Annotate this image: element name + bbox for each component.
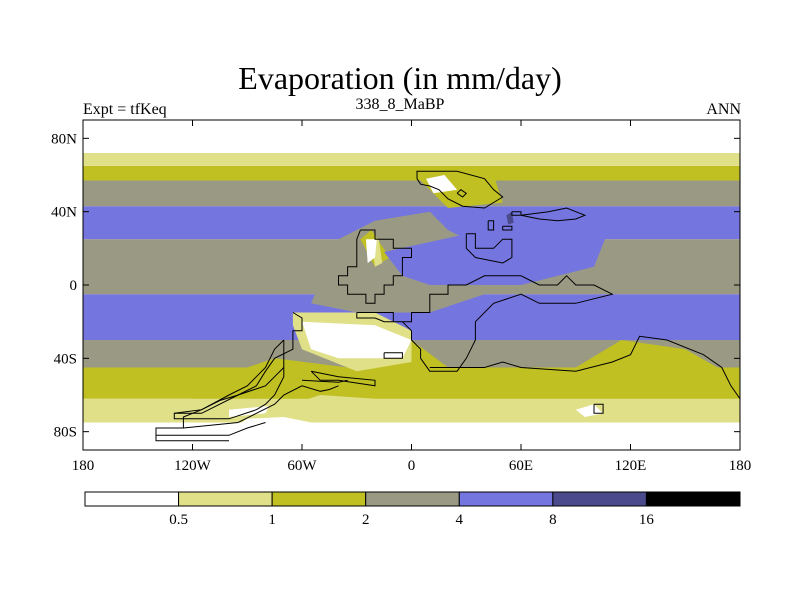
- coastline-6: [487, 220, 495, 231]
- zonal-band-8: [83, 165, 740, 181]
- field-region-11: [384, 211, 613, 285]
- x-tick-label-5: 120E: [615, 458, 647, 474]
- axes-layer: 180 120W 60W 0 60E 120E 180 80N 40N 0 40S 80S: [51, 120, 751, 474]
- coastline-12: [183, 385, 339, 429]
- y-tick-label-2: 0: [70, 278, 78, 294]
- coastline-15: [301, 379, 348, 383]
- colorbar-box-5: [552, 491, 647, 507]
- coastline-18: [593, 403, 604, 414]
- coastline-5: [456, 189, 468, 198]
- colorbar-label-5: 16: [639, 512, 655, 528]
- y-tick-label-0: 80N: [51, 131, 77, 147]
- x-tick-label-4: 60E: [509, 458, 533, 474]
- colorbar-box-4: [458, 491, 554, 507]
- zonal-band-7: [83, 180, 740, 207]
- coastline-16: [429, 335, 740, 399]
- coastline-0: [338, 229, 412, 304]
- x-tick-label-2: 60W: [287, 458, 317, 474]
- x-tick-label-0: 180: [72, 458, 95, 474]
- y-tick-label-3: 40S: [54, 351, 77, 367]
- zonal-band-9: [83, 153, 740, 166]
- field-region-8: [302, 321, 412, 359]
- field-layer: [83, 120, 740, 450]
- period-label: 338_8_MaBP: [355, 96, 445, 113]
- coastline-3: [310, 370, 376, 387]
- colorbar-box-2: [271, 491, 367, 507]
- x-tick-label-1: 120W: [174, 458, 212, 474]
- coastline-11: [155, 339, 285, 436]
- field-region-14: [274, 395, 375, 417]
- colorbar-label-4: 8: [549, 512, 557, 528]
- coastline-4: [416, 170, 504, 209]
- colorbar-box-6: [645, 491, 741, 507]
- coastline-layer: [155, 170, 740, 442]
- coastline-10: [520, 207, 587, 222]
- coastline-1: [356, 275, 614, 372]
- colorbar-label-0: 0.5: [169, 512, 188, 528]
- x-tick-label-6: 180: [729, 458, 752, 474]
- colorbar-box-1: [178, 491, 273, 507]
- colorbar-label-1: 1: [268, 512, 276, 528]
- y-tick-label-4: 80S: [54, 425, 77, 441]
- coastline-2: [173, 312, 303, 420]
- colorbar: 0.5 1 2 4 8 16: [84, 491, 741, 528]
- colorbar-label-3: 4: [456, 512, 464, 528]
- coastline-7: [502, 225, 513, 231]
- season-label: ANN: [706, 101, 741, 118]
- field-region-16: [229, 406, 270, 417]
- colorbar-box-3: [365, 491, 460, 507]
- x-tick-label-3: 0: [408, 458, 416, 474]
- experiment-label: Expt = tfKeq: [83, 101, 167, 118]
- zonal-band-1: [83, 398, 740, 423]
- y-tick-label-1: 40N: [51, 205, 77, 221]
- field-region-4: [426, 175, 458, 194]
- coastline-17: [383, 352, 403, 359]
- coastline-14: [174, 367, 285, 414]
- plot-title: Evaporation (in mm/day): [238, 60, 562, 96]
- colorbar-box-0: [84, 491, 180, 507]
- coastline-8: [465, 233, 513, 264]
- colorbar-label-2: 2: [362, 512, 370, 528]
- field-region-6: [365, 239, 377, 263]
- coastline-13: [155, 435, 229, 442]
- field-region-15: [229, 417, 339, 441]
- field-region-0: [192, 340, 740, 399]
